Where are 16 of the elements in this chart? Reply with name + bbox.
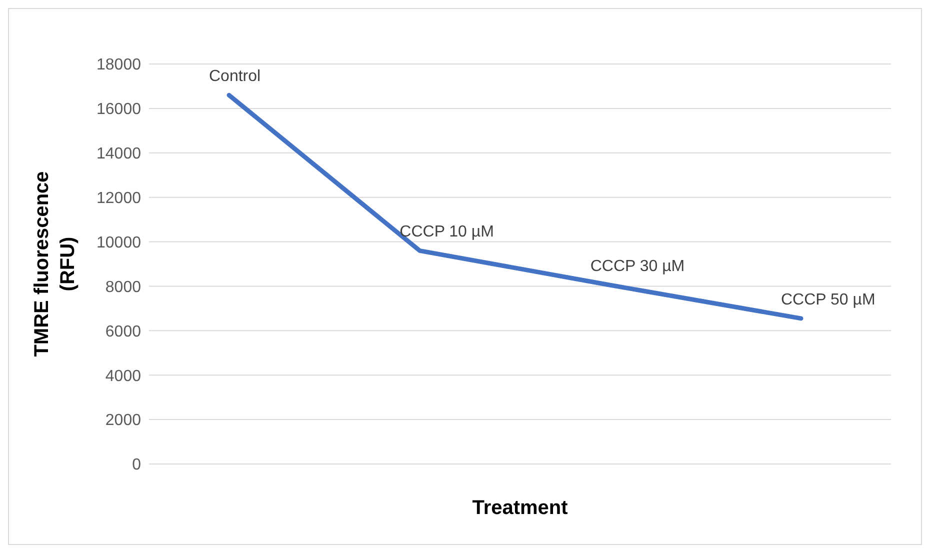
x-axis-title: Treatment xyxy=(472,497,568,519)
y-tick-label: 4000 xyxy=(105,368,142,385)
y-axis-title: TMRE fluorescence (RFU) xyxy=(31,171,79,357)
y-tick-label: 6000 xyxy=(105,323,142,340)
y-tick-label: 2000 xyxy=(105,412,142,430)
y-tick-label: 8000 xyxy=(105,278,142,296)
y-tick-label: 12000 xyxy=(96,190,142,208)
y-tick-label: 16000 xyxy=(96,101,142,118)
y-tick-label: 18000 xyxy=(96,56,142,74)
y-tick-label: 14000 xyxy=(96,146,142,163)
x-tick-label: CCCP 50 µM xyxy=(781,291,876,308)
x-tick-label: CCCP 10 µM xyxy=(400,224,494,241)
x-tick-label: Control xyxy=(209,68,261,86)
y-tick-label: 0 xyxy=(132,456,142,474)
x-tick-label: CCCP 30 µM xyxy=(590,258,685,276)
y-tick-label: 10000 xyxy=(96,234,142,252)
